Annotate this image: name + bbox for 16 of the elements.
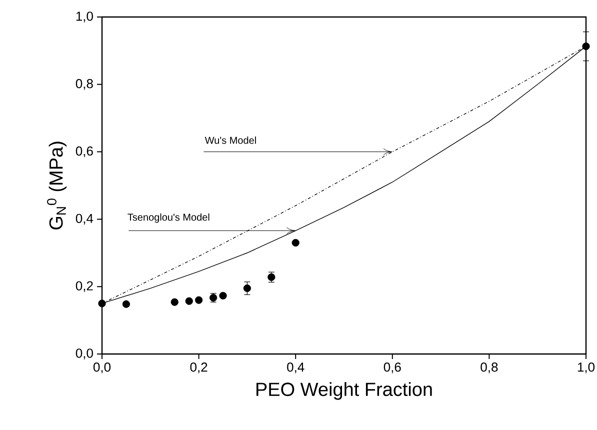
annotation: Wu's Model (204, 136, 256, 144)
y-tick-label: 0,4 (76, 214, 94, 225)
x-tick-label: 0,6 (384, 362, 401, 374)
x-tick-label: 0,8 (480, 362, 498, 374)
y-tick-label: 0,2 (76, 281, 93, 292)
x-tick-label: 0,4 (287, 362, 304, 374)
y-axis-title: G$_{N}$$^{0}$ (MPa) (47, 142, 67, 230)
annotation: Tsenoglou's Model (128, 213, 210, 223)
y-tick-label: 0,6 (76, 146, 93, 158)
y-tick-label: 0,0 (76, 348, 93, 360)
y-tick-label: 1,0 (76, 12, 93, 22)
x-tick-label: 0,2 (190, 362, 208, 374)
y-tick-label: 0,8 (76, 79, 93, 90)
x-axis-title: PEO Weight Fraction (256, 382, 432, 400)
x-tick-label: 0,0 (93, 362, 111, 374)
x-tick-label: 1,0 (578, 362, 595, 374)
